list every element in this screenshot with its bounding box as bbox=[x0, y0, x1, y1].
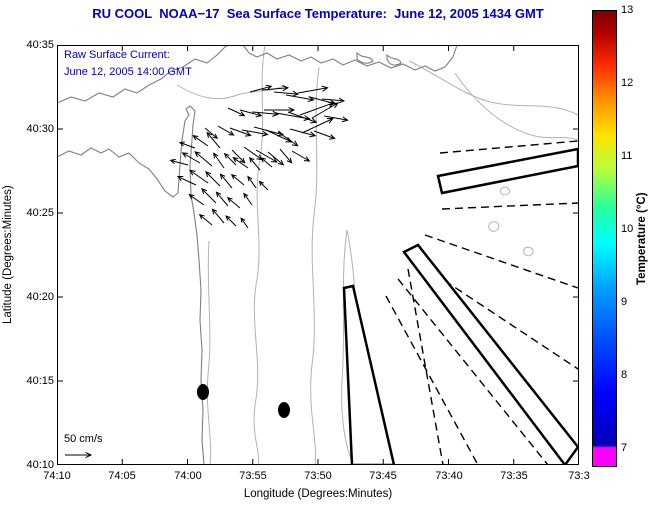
scale-arrow-label: 50 cm/s bbox=[64, 433, 103, 445]
y-tick-label: 40:15 bbox=[26, 375, 54, 387]
x-axis-label: Longitude (Degrees:Minutes) bbox=[243, 488, 393, 500]
sst-map-plot bbox=[57, 45, 579, 465]
x-tick-label: 73:40 bbox=[435, 470, 463, 482]
colorbar-tick-label: 7 bbox=[621, 442, 628, 454]
surface-current-vectors bbox=[169, 84, 349, 229]
x-tick-label: 73:35 bbox=[500, 470, 528, 482]
scale-arrow bbox=[65, 451, 93, 459]
colorbar-tick-label: 13 bbox=[621, 4, 634, 16]
x-tick-label: 74:05 bbox=[108, 470, 136, 482]
radar-site-markers bbox=[197, 384, 290, 418]
y-tick-label: 40:30 bbox=[26, 123, 54, 135]
colorbar-tick-label: 10 bbox=[621, 223, 634, 235]
x-tick-label: 73:45 bbox=[369, 470, 397, 482]
annotation-raw-current-line1: Raw Surface Current: bbox=[64, 49, 170, 61]
shipping-channel-polygons bbox=[342, 147, 579, 465]
colorbar-gradient bbox=[592, 10, 617, 467]
colorbar-label: Temperature (°C) bbox=[636, 192, 648, 285]
y-tick-label: 40:35 bbox=[26, 39, 54, 51]
y-axis-label: Latitude (Degrees:Minutes) bbox=[2, 185, 14, 325]
x-tick-label: 74:10 bbox=[43, 470, 71, 482]
x-tick-label: 74:00 bbox=[174, 470, 202, 482]
y-tick-label: 40:20 bbox=[26, 291, 54, 303]
x-tick-label: 73:3 bbox=[568, 470, 590, 482]
colorbar-tick-label: 8 bbox=[621, 369, 628, 381]
colorbar-tick-label: 12 bbox=[621, 77, 634, 89]
x-tick-label: 73:50 bbox=[304, 470, 332, 482]
annotation-raw-current-line2: June 12, 2005 14:00 GMT bbox=[64, 66, 192, 78]
y-tick-label: 40:10 bbox=[26, 459, 54, 471]
page-title: RU COOL NOAA−17 Sea Surface Temperature:… bbox=[92, 6, 544, 21]
colorbar-tick-label: 9 bbox=[621, 296, 628, 308]
y-tick-label: 40:25 bbox=[26, 207, 54, 219]
x-tick-label: 73:55 bbox=[239, 470, 267, 482]
colorbar-tick-label: 11 bbox=[621, 150, 633, 162]
coastline bbox=[57, 45, 458, 465]
plot-border bbox=[57, 45, 579, 465]
